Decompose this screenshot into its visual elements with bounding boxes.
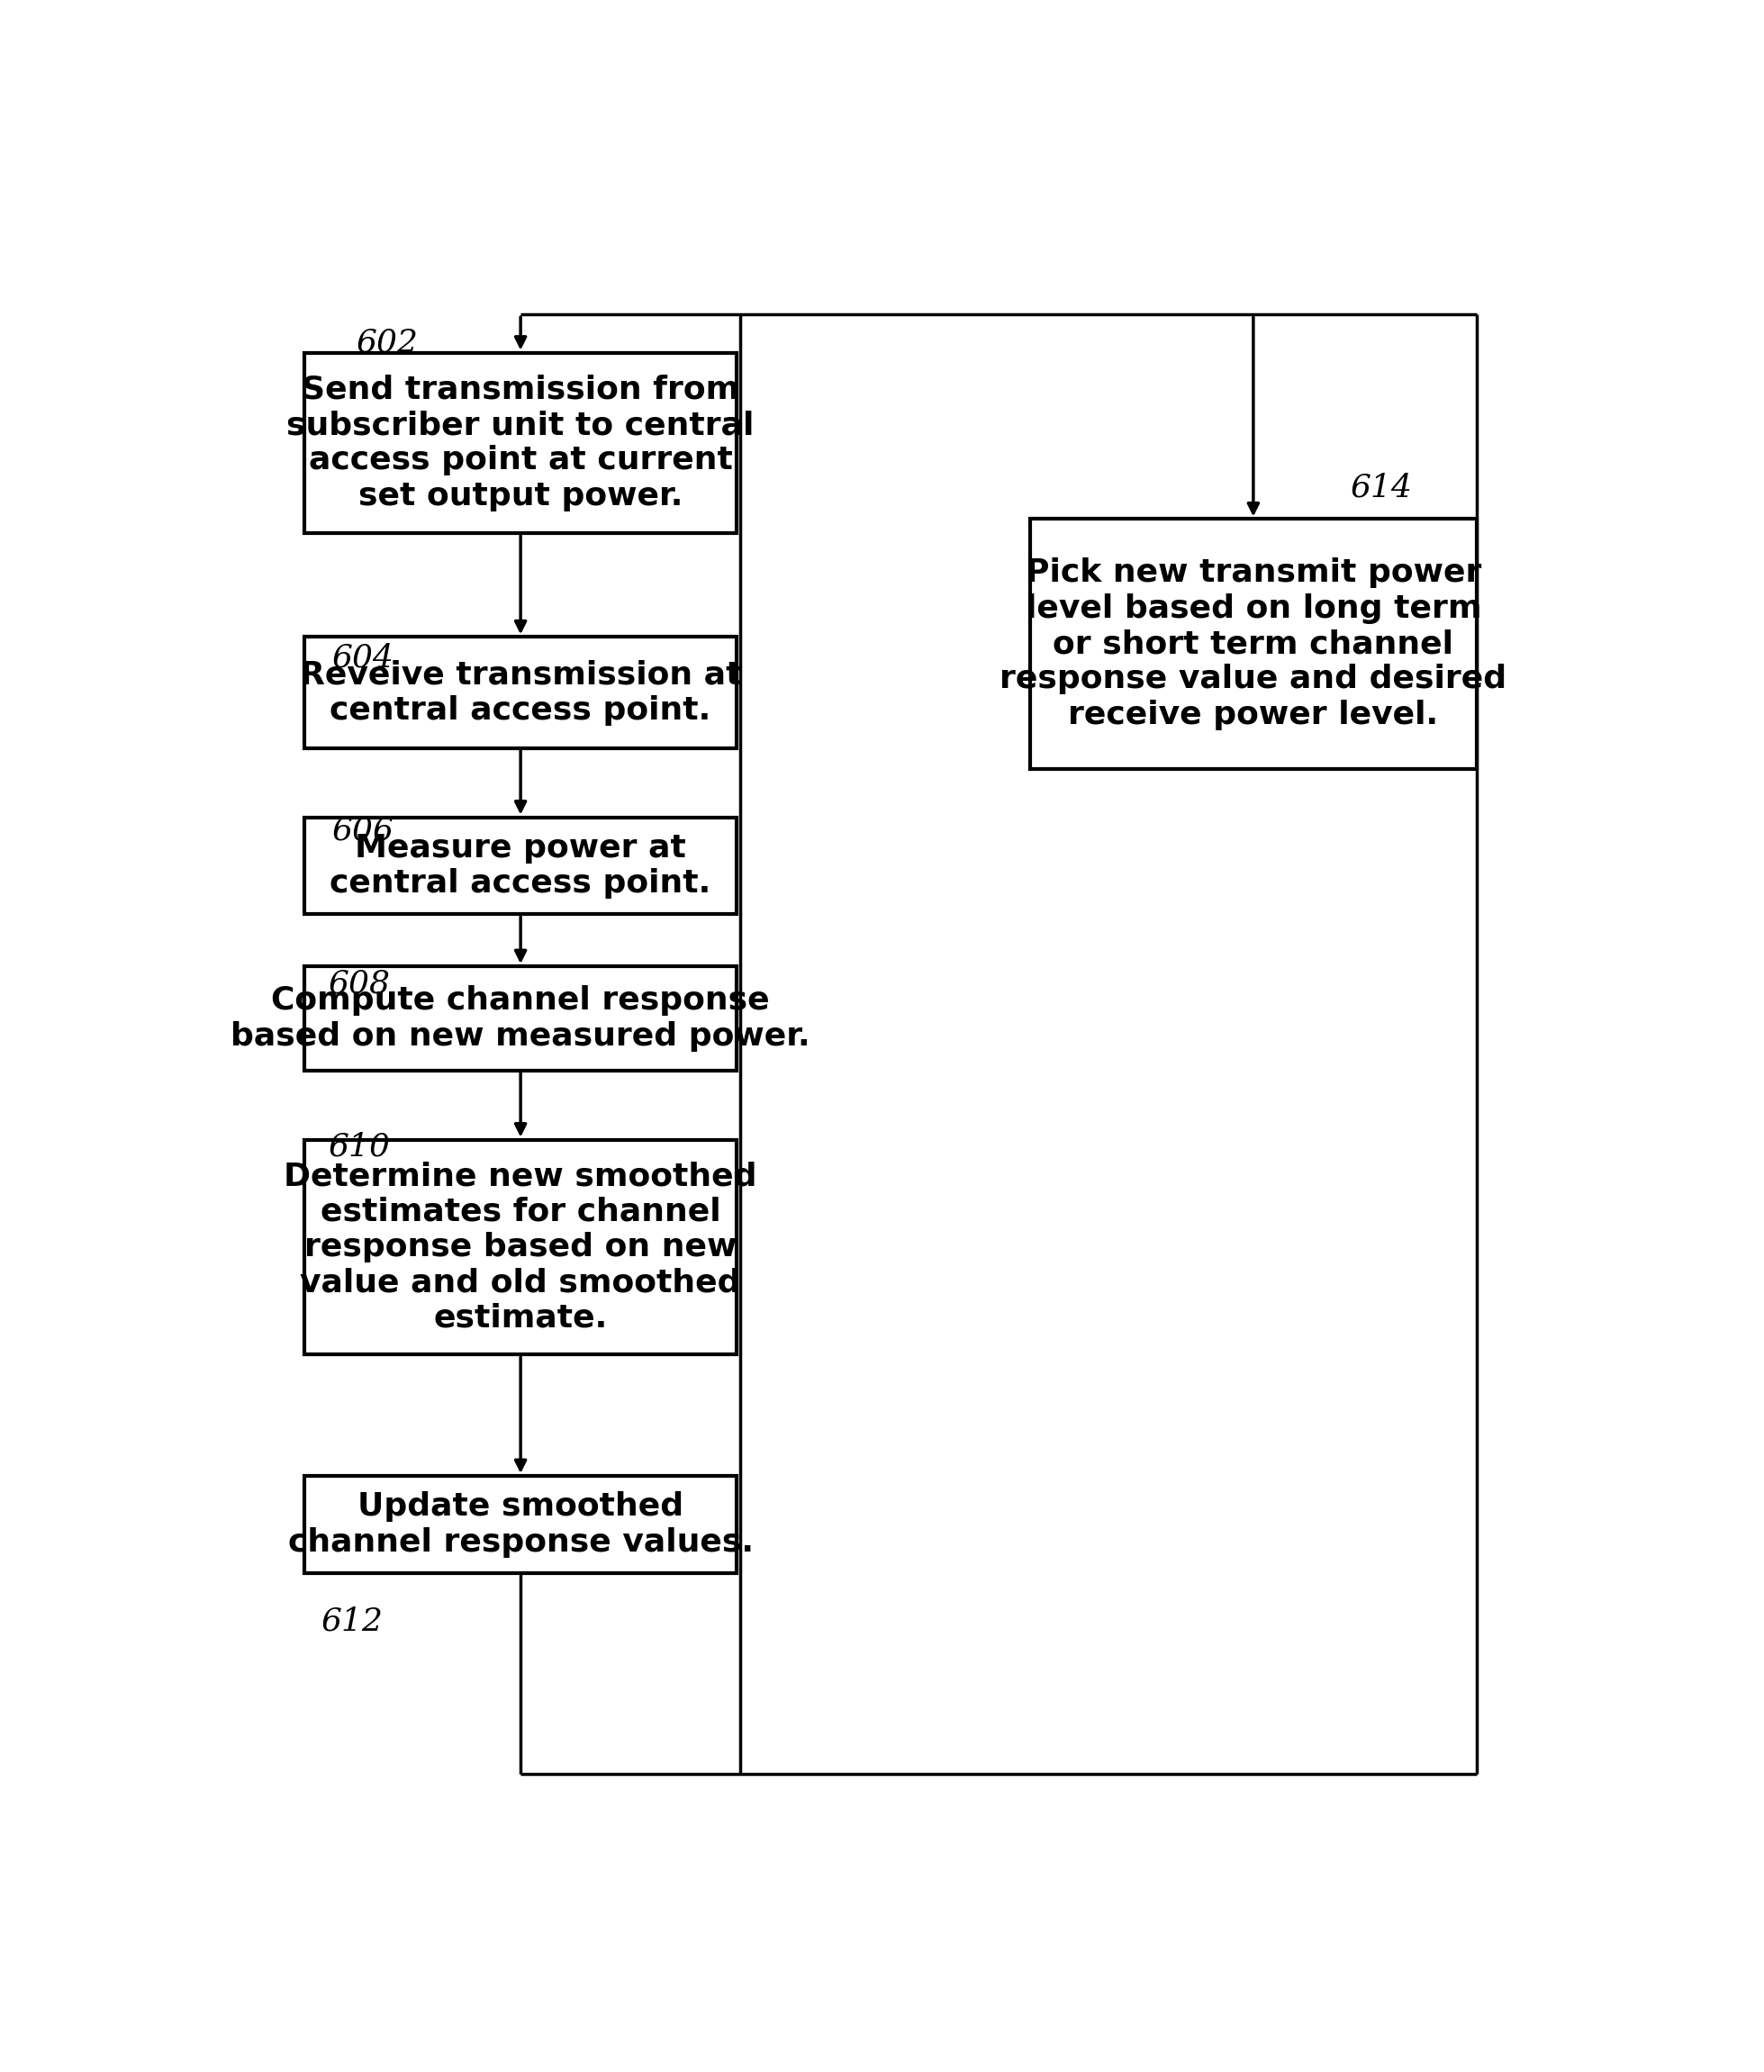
Text: 608: 608 [328, 968, 392, 999]
Text: 604: 604 [332, 642, 395, 673]
Text: 612: 612 [321, 1606, 385, 1637]
Text: 610: 610 [328, 1131, 392, 1162]
Text: 606: 606 [332, 816, 395, 845]
Bar [303, 966, 737, 1071]
Bar [1030, 520, 1476, 769]
Text: 614: 614 [1351, 472, 1413, 503]
Text: Measure power at
central access point.: Measure power at central access point. [330, 833, 711, 899]
Bar [303, 636, 737, 748]
Text: Send transmission from
subscriber unit to central
access point at current
set ou: Send transmission from subscriber unit t… [288, 375, 755, 512]
Bar [303, 1140, 737, 1355]
Text: Compute channel response
based on new measured power.: Compute channel response based on new me… [231, 984, 810, 1051]
Text: Update smoothed
channel response values.: Update smoothed channel response values. [288, 1492, 753, 1558]
Text: 602: 602 [356, 327, 418, 358]
Bar [303, 816, 737, 914]
Text: Reveive transmission at
central access point.: Reveive transmission at central access p… [300, 659, 741, 725]
Text: Pick new transmit power
level based on long term
or short term channel
response : Pick new transmit power level based on l… [1000, 557, 1506, 729]
Bar [303, 352, 737, 533]
Bar [303, 1475, 737, 1573]
Text: Determine new smoothed
estimates for channel
response based on new
value and old: Determine new smoothed estimates for cha… [284, 1160, 757, 1334]
